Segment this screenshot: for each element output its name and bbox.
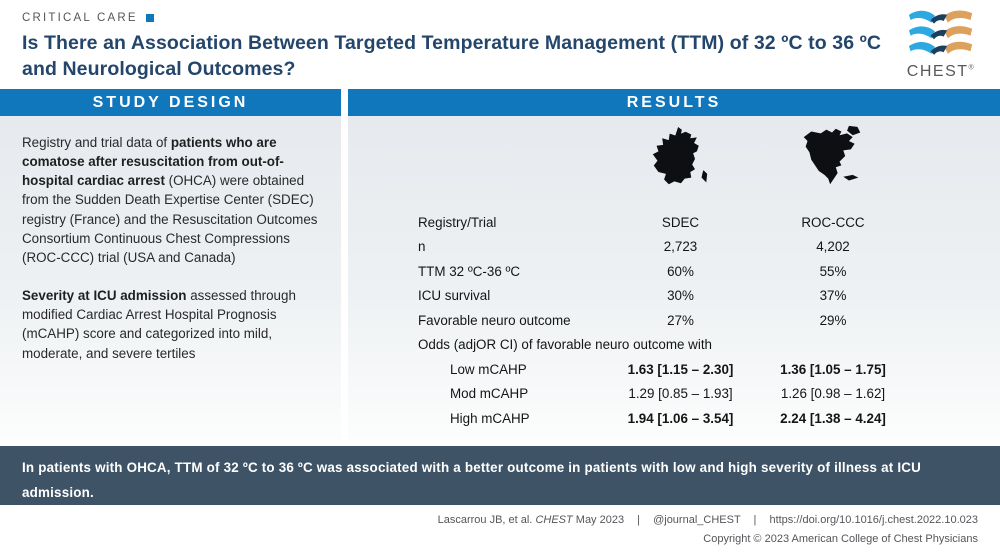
row-value-roc: 4,202 [816, 239, 850, 255]
divider [0, 440, 1000, 446]
row-value-roc: 1.36 [1.05 – 1.75] [780, 361, 886, 377]
page-title: Is There an Association Between Targeted… [22, 32, 882, 80]
row-label: TTM 32 ºC-36 ºC [418, 263, 521, 279]
separator: | [637, 514, 641, 526]
table-row: ICU survival 30% 37% [418, 284, 1000, 309]
row-value-sdec: 1.94 [1.06 – 3.54] [627, 410, 734, 426]
conclusion-banner: In patients with OHCA, TTM of 32 ºC to 3… [0, 446, 1000, 505]
maps-row [348, 116, 1000, 210]
table-row: n 2,723 4,202 [418, 235, 1000, 260]
odds-section-heading: Odds (adjOR CI) of favorable neuro outco… [418, 337, 712, 353]
table-row: Favorable neuro outcome 27% 29% [418, 308, 1000, 333]
row-value-sdec: 1.29 [0.85 – 1.93] [628, 386, 733, 402]
row-value-roc: 29% [819, 312, 847, 328]
study-paragraph-1: Registry and trial data of patients who … [22, 135, 318, 265]
chest-logo: CHEST® [898, 8, 984, 81]
twitter-handle[interactable]: @journal_CHEST [653, 514, 741, 526]
row-value-sdec: 60% [667, 263, 694, 279]
citation-date: May 2023 [575, 514, 625, 526]
odds-row: Mod mCAHP 1.29 [0.85 – 1.93] 1.26 [0.98 … [418, 382, 1000, 407]
table-row: TTM 32 ºC-36 ºC 60% 55% [418, 259, 1000, 284]
row-label: High mCAHP [450, 410, 530, 426]
odds-row: Low mCAHP 1.63 [1.15 – 2.30] 1.36 [1.05 … [418, 357, 1000, 382]
row-value-sdec: 27% [667, 312, 694, 328]
content-columns: STUDY DESIGN Registry and trial data of … [0, 89, 1000, 440]
north-america-map-icon [803, 125, 861, 185]
category-row: CRITICAL CARE [22, 12, 978, 24]
results-body: Registry/Trial SDEC ROC-CCC n 2,723 4,20… [348, 116, 1000, 440]
category-label: CRITICAL CARE [22, 12, 138, 24]
row-label: ICU survival [418, 288, 491, 304]
odds-row: High mCAHP 1.94 [1.06 – 3.54] 2.24 [1.38… [418, 406, 1000, 431]
citation-authors: Lascarrou JB, et al. [437, 514, 533, 526]
row-label: Mod mCAHP [450, 386, 529, 402]
row-value-roc: 1.26 [0.98 – 1.62] [780, 386, 886, 402]
footer: Lascarrou JB, et al. CHEST May 2023 | @j… [0, 505, 1000, 545]
table-header-row: Registry/Trial SDEC ROC-CCC [418, 210, 1000, 235]
row-value-roc: 37% [819, 288, 847, 304]
chest-logo-icon [908, 10, 973, 55]
results-table: Registry/Trial SDEC ROC-CCC n 2,723 4,20… [348, 210, 1000, 431]
study-design-section: STUDY DESIGN Registry and trial data of … [0, 89, 341, 440]
study-design-body: Registry and trial data of patients who … [0, 116, 341, 440]
study-paragraph-2: Severity at ICU admission assessed throu… [22, 288, 296, 361]
france-map-icon [652, 127, 708, 185]
copyright-line: Copyright © 2023 American College of Che… [703, 533, 978, 545]
chest-logo-word: CHEST® [906, 63, 976, 80]
row-value-sdec: 2,723 [663, 239, 698, 255]
row-label: Low mCAHP [450, 361, 527, 377]
col2-header: ROC-CCC [801, 214, 865, 230]
row-label: n [418, 239, 426, 255]
header: CRITICAL CARE Is There an Association Be… [0, 0, 1000, 89]
results-heading: RESULTS [348, 89, 1000, 116]
row-label: Registry/Trial [418, 214, 497, 230]
row-value-sdec: 30% [667, 288, 694, 304]
study-design-text: Registry and trial data of patients who … [0, 116, 341, 363]
row-label: Favorable neuro outcome [418, 312, 571, 328]
category-bullet-icon [145, 14, 154, 22]
citation-line: Lascarrou JB, et al. CHEST May 2023 | @j… [0, 514, 978, 526]
citation-journal: CHEST [535, 514, 573, 526]
doi-link[interactable]: https://doi.org/10.1016/j.chest.2022.10.… [769, 514, 978, 526]
col1-header: SDEC [661, 214, 700, 230]
row-value-roc: 55% [819, 263, 847, 279]
separator: | [753, 514, 757, 526]
study-design-heading: STUDY DESIGN [0, 89, 341, 116]
row-value-roc: 2.24 [1.38 – 4.24] [780, 410, 886, 426]
results-section: RESULTS Registry/Tr [348, 89, 1000, 440]
row-value-sdec: 1.63 [1.15 – 2.30] [627, 361, 734, 377]
